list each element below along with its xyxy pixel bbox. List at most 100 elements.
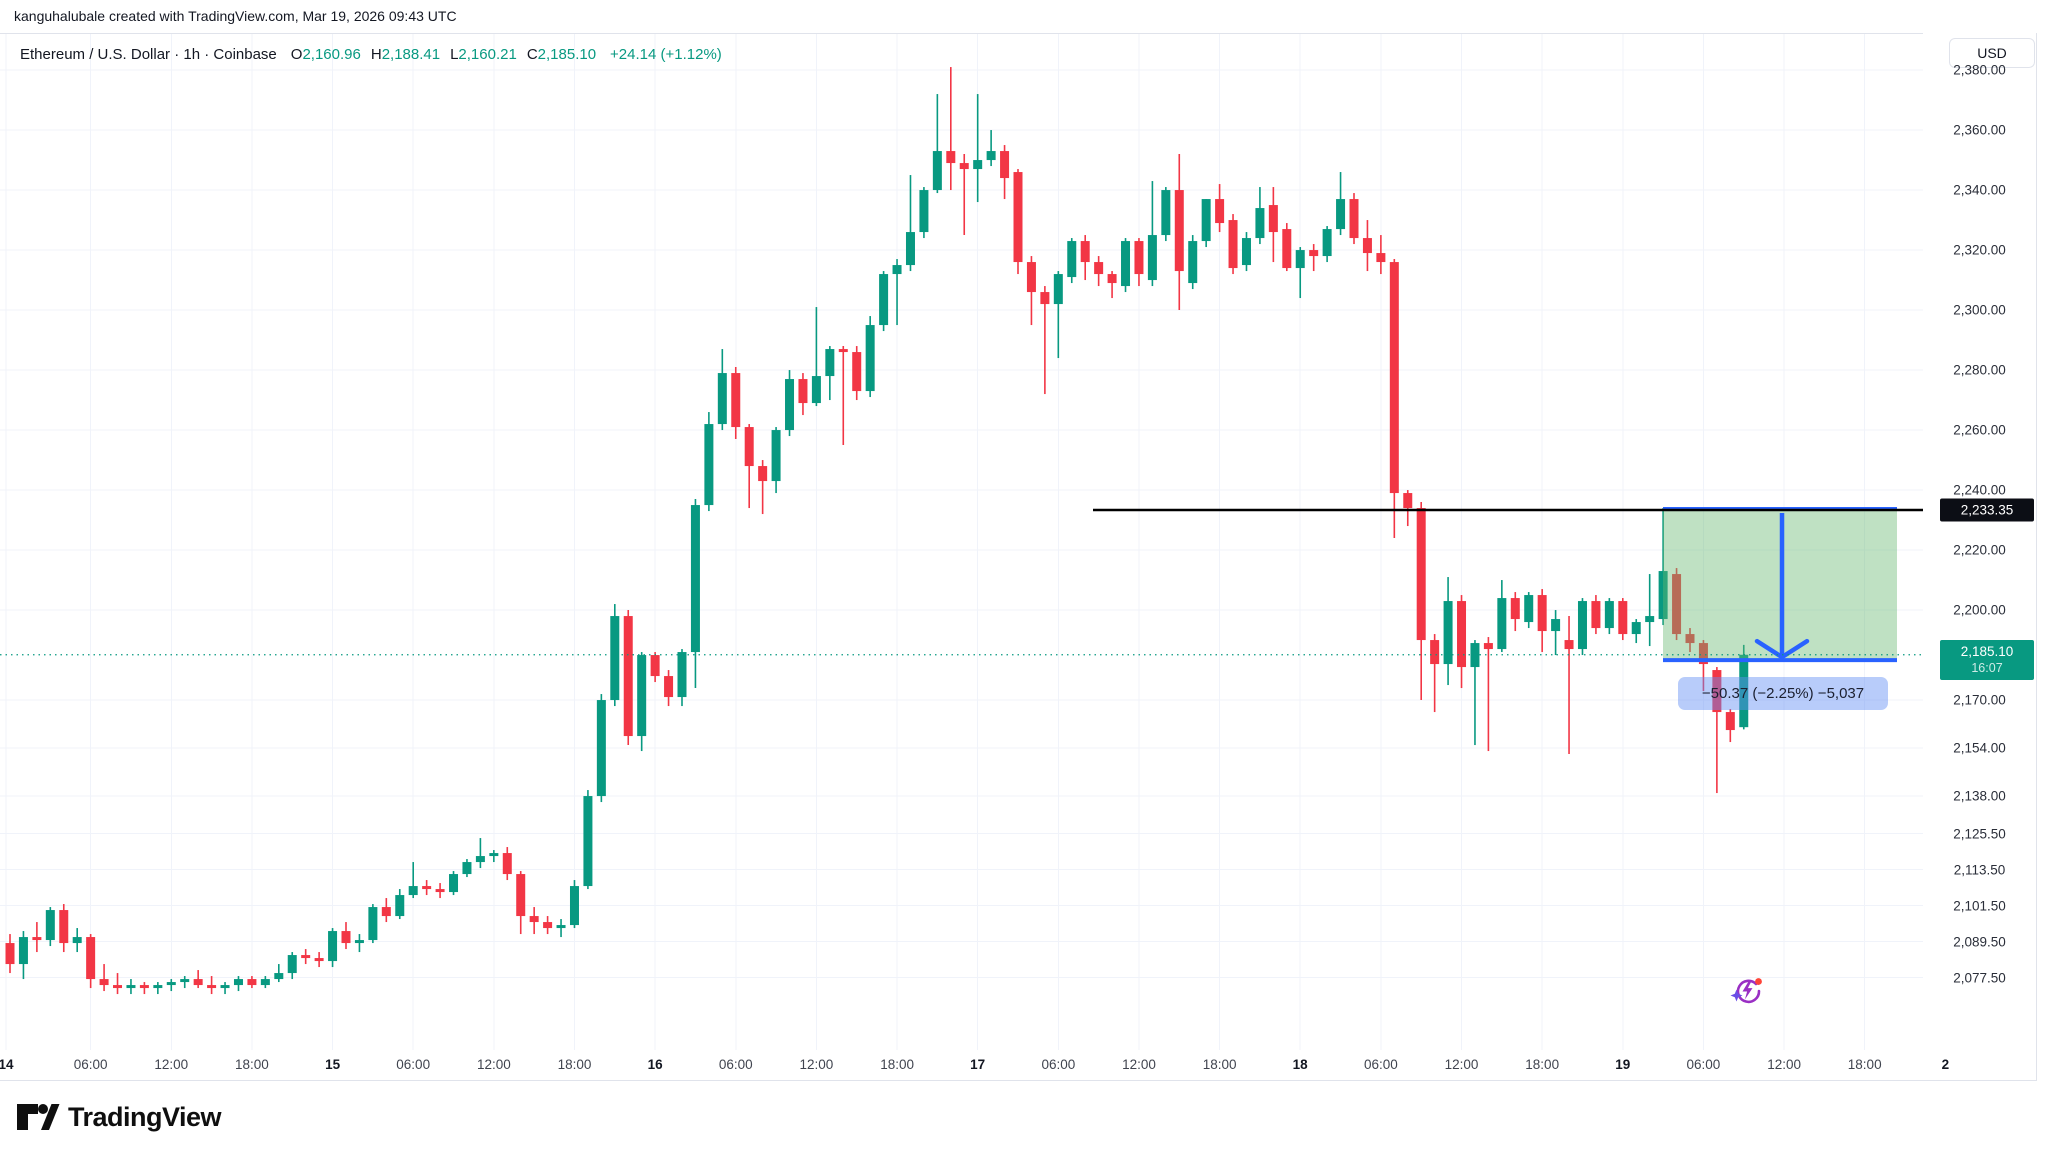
pane-top-border: [0, 33, 2036, 34]
candle-body: [569, 886, 579, 926]
price-axis-label: 2,077.50: [1953, 970, 2006, 986]
candle-body: [1295, 250, 1305, 269]
last-price-value: 2,185.10: [1960, 643, 2014, 659]
candle-body: [408, 886, 418, 896]
candle-body: [1591, 601, 1601, 629]
candle-body: [959, 163, 969, 170]
candle-body: [1255, 208, 1265, 239]
time-axis-hour-label: 18:00: [234, 1057, 269, 1072]
candle-body: [637, 655, 647, 737]
candle-body: [1645, 616, 1655, 623]
candle-body: [785, 379, 795, 431]
candle-body: [838, 349, 848, 353]
price-line-axis-label: 2,233.35: [1940, 498, 2034, 522]
time-axis-hour-label: 06:00: [73, 1057, 108, 1072]
candle-body: [825, 349, 835, 377]
candle-body: [1134, 241, 1144, 275]
time-axis-hour-label: 12:00: [154, 1057, 189, 1072]
candle-body: [690, 505, 700, 653]
widget-right-border: [2036, 33, 2037, 1081]
candle-body: [852, 352, 862, 392]
candle-body: [1107, 274, 1117, 284]
candle-body: [180, 979, 190, 983]
time-axis-hour-label: 06:00: [1041, 1057, 1076, 1072]
candle-body: [1698, 643, 1708, 665]
candle-body: [1551, 619, 1561, 632]
candle-body: [1537, 595, 1547, 632]
time-axis[interactable]: 14 06:00 12:00 18:00 15 06:00 12:00 18:00 16 06:0…: [0, 1050, 2036, 1080]
price-axis-label: 2,138.00: [1953, 788, 2006, 804]
time-axis-day-label: 16: [647, 1057, 663, 1072]
price-axis[interactable]: USD 2,233.35 2,185.10 16:07 2,380.00 2,36…: [1923, 33, 2036, 1050]
candle-body: [1739, 654, 1749, 728]
candle-body: [610, 616, 620, 701]
price-axis-label: 2,125.50: [1953, 826, 2006, 842]
candle-body: [677, 652, 687, 698]
time-axis-hour-label: 12:00: [476, 1057, 511, 1072]
candle-body: [502, 853, 512, 875]
candle-body: [1013, 172, 1023, 263]
time-axis-hour-label: 18:00: [880, 1057, 914, 1072]
candle-body: [45, 910, 55, 941]
time-axis-hour-label: 06:00: [1363, 1057, 1398, 1072]
candle-body: [1336, 199, 1346, 230]
time-axis-day-label: 18: [1292, 1057, 1308, 1072]
candle-body: [233, 979, 243, 986]
bar-countdown: 16:07: [1971, 660, 2003, 675]
candle-body: [1376, 253, 1386, 263]
candle-body: [1282, 229, 1292, 269]
candle-body: [556, 925, 566, 929]
candle-body: [1443, 601, 1453, 665]
price-axis-label: 2,220.00: [1953, 542, 2006, 558]
candle-body: [1483, 643, 1493, 650]
price-axis-label: 2,101.50: [1953, 898, 2006, 914]
candle-body: [1389, 262, 1399, 494]
candle-body: [879, 274, 889, 326]
candle-body: [126, 985, 136, 989]
candle-body: [1631, 622, 1641, 635]
lightning-sparkle-icon[interactable]: [1729, 972, 1765, 1008]
candle-body: [1725, 712, 1735, 731]
price-axis-label: 2,280.00: [1953, 362, 2006, 378]
candle-body: [153, 985, 163, 989]
currency-toggle-button[interactable]: USD: [1949, 38, 2035, 68]
candle-body: [1577, 601, 1587, 650]
price-axis-label: 2,089.50: [1953, 934, 2006, 950]
candle-body: [207, 985, 217, 989]
candle-body: [1161, 190, 1171, 236]
candle-body: [731, 373, 741, 428]
ohlc-low: L2,160.21: [450, 46, 517, 63]
widget-bottom-border: [0, 1080, 2036, 1081]
candle-body: [529, 916, 539, 923]
time-axis-hour-label: 18:00: [1847, 1057, 1882, 1072]
candle-body: [59, 910, 69, 944]
tradingview-logo[interactable]: TradingView: [16, 1100, 222, 1134]
candle-body: [583, 796, 593, 887]
candle-body: [1349, 199, 1359, 239]
candle-body: [798, 379, 808, 404]
time-axis-day-label: 2: [1941, 1057, 1950, 1072]
time-axis-day-label: 17: [970, 1057, 986, 1072]
candle-body: [1080, 241, 1090, 263]
price-change: +24.14 (+1.12%): [610, 46, 722, 63]
candle-body: [1268, 205, 1278, 233]
candle-body: [166, 982, 176, 986]
candle-body: [758, 466, 768, 482]
symbol-title[interactable]: Ethereum / U.S. Dollar · 1h · Coinbase: [20, 46, 277, 63]
ohlc-open: O2,160.96: [290, 46, 361, 63]
candle-body: [1040, 292, 1050, 305]
candle-body: [247, 979, 257, 986]
time-axis-hour-label: 06:00: [1686, 1057, 1721, 1072]
candle-body: [341, 931, 351, 944]
candle-body: [650, 655, 660, 677]
time-axis-hour-label: 12:00: [1767, 1057, 1801, 1072]
candle-body: [1094, 262, 1104, 275]
candle-body: [946, 151, 956, 164]
candle-body: [1201, 199, 1211, 242]
candle-body: [301, 955, 311, 959]
candle-body: [596, 700, 606, 797]
ohlc-high: H2,188.41: [370, 46, 441, 63]
candle-body: [1497, 598, 1507, 650]
candle-body: [287, 955, 297, 974]
